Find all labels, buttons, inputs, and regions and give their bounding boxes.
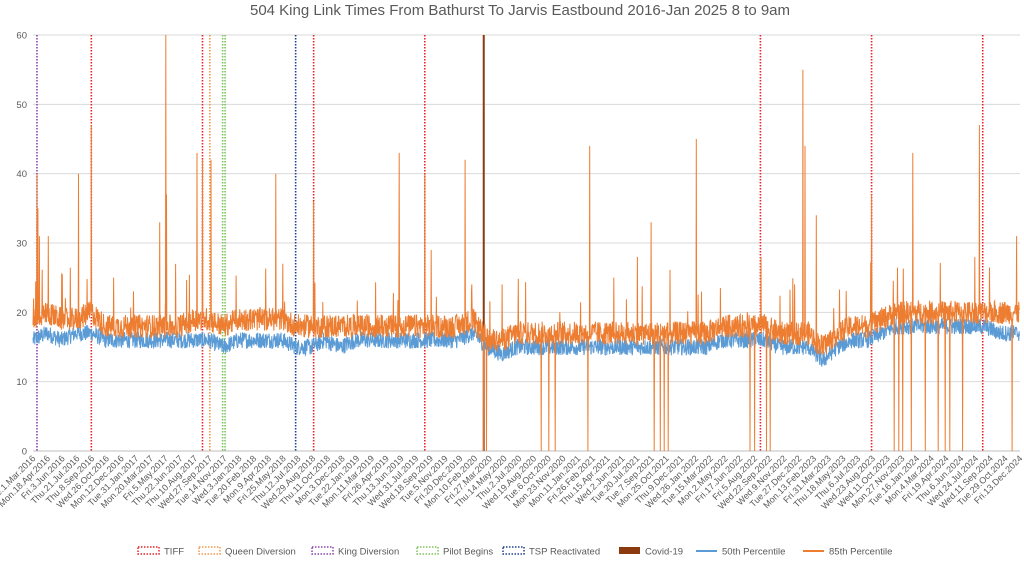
y-tick-label: 50 [16,100,27,111]
legend-label-king-diversion: King Diversion [338,547,399,558]
legend-swatch-tsp-reactivated [502,546,525,555]
series-line-85th-percentile [32,34,1020,452]
legend-swatch-queen-diversion [198,546,221,555]
legend-swatch-tiff [137,546,160,555]
y-tick-label: 60 [16,31,27,42]
legend-label-50th-percentile: 50th Percentile [722,547,785,558]
chart-title: 504 King Link Times From Bathurst To Jar… [250,2,790,19]
y-tick-label: 10 [16,377,27,388]
legend-swatch-pilot-begins [416,546,439,555]
y-tick-label: 30 [16,239,27,250]
y-tick-label: 40 [16,169,27,180]
legend-label-85th-percentile: 85th Percentile [829,547,892,558]
legend-label-covid-19: Covid-19 [645,547,683,558]
legend: TIFF Queen Diversion King Diversion Pilot B… [137,546,892,558]
x-axis: Tue.1.Mar.2016Mon.18.Apr.2016Fri.3.Jun.2… [0,453,1024,511]
y-tick-label: 20 [16,308,27,319]
legend-swatch-king-diversion [311,546,334,555]
legend-label-tiff: TIFF [164,547,184,558]
legend-swatch-covid-19 [619,547,640,554]
y-axis: 0 10 20 30 40 50 60 [16,31,27,458]
legend-label-queen-diversion: Queen Diversion [225,547,296,558]
y-tick-label: 0 [22,447,27,458]
event-marker-covid-19 [482,35,485,451]
legend-label-tsp-reactivated: TSP Reactivated [529,547,600,558]
series-lines [32,34,1020,452]
legend-label-pilot-begins: Pilot Begins [443,547,493,558]
